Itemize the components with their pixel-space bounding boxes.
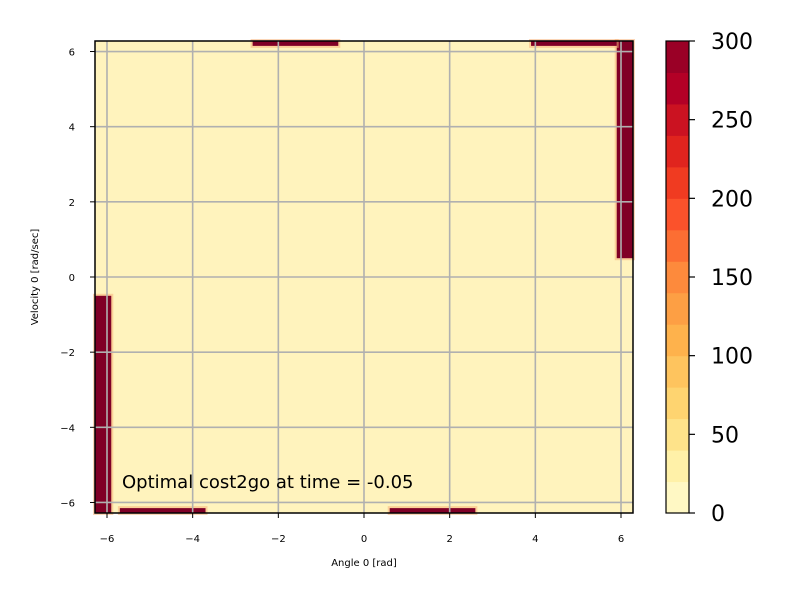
colorbar-band bbox=[666, 261, 689, 294]
colorbar-band bbox=[666, 229, 689, 262]
x-axis-label: Angle 0 [rad] bbox=[331, 558, 397, 569]
colorbar-band bbox=[666, 450, 689, 483]
cost-region bbox=[252, 41, 339, 46]
x-axis-ticks: −6 −4 −2 0 2 4 6 bbox=[100, 513, 624, 545]
x-tick-label: 6 bbox=[618, 534, 624, 545]
colorbar-band bbox=[666, 355, 689, 388]
colorbar-bands bbox=[666, 41, 689, 514]
y-axis-ticks: −6 −4 −2 0 2 4 6 bbox=[60, 48, 95, 509]
colorbar-tick-label: 200 bbox=[711, 187, 753, 212]
y-tick-label: −2 bbox=[60, 348, 75, 359]
colorbar-band bbox=[666, 72, 689, 105]
y-tick-label: 4 bbox=[69, 123, 75, 134]
cost-region bbox=[531, 41, 617, 46]
colorbar-tick-label: 300 bbox=[711, 30, 753, 55]
colorbar-band bbox=[666, 166, 689, 199]
colorbar-tick-label: 0 bbox=[711, 502, 725, 527]
y-tick-label: 6 bbox=[69, 48, 75, 59]
colorbar-band bbox=[666, 135, 689, 168]
colorbar-tick-label: 100 bbox=[711, 345, 753, 370]
colorbar-tick-label: 50 bbox=[711, 423, 739, 448]
y-tick-label: 0 bbox=[69, 273, 75, 284]
cost-region bbox=[389, 508, 476, 513]
cost-region bbox=[95, 449, 107, 513]
time-annotation: Optimal cost2go at time = -0.05 bbox=[122, 472, 413, 493]
colorbar-band bbox=[666, 324, 689, 357]
cost-region bbox=[119, 508, 206, 513]
colorbar-band bbox=[666, 198, 689, 231]
y-tick-label: 2 bbox=[69, 198, 75, 209]
cost-region bbox=[621, 41, 633, 105]
colorbar-band bbox=[666, 41, 689, 73]
y-tick-label: −6 bbox=[60, 498, 75, 509]
x-tick-label: −6 bbox=[100, 534, 115, 545]
colorbar-band bbox=[666, 292, 689, 325]
colorbar-ticks: 0 50 100 150 200 250 300 bbox=[689, 30, 753, 527]
colorbar-tick-label: 250 bbox=[711, 109, 753, 134]
y-tick-label: −4 bbox=[60, 423, 75, 434]
x-tick-label: 0 bbox=[361, 534, 367, 545]
colorbar-band bbox=[666, 481, 689, 514]
x-tick-label: −4 bbox=[185, 534, 200, 545]
colorbar-band bbox=[666, 387, 689, 420]
x-tick-label: −2 bbox=[271, 534, 286, 545]
colorbar-band bbox=[666, 418, 689, 451]
colorbar-tick-label: 150 bbox=[711, 266, 753, 291]
y-axis-label: Velocity 0 [rad/sec] bbox=[30, 229, 41, 326]
colorbar: 0 50 100 150 200 250 300 bbox=[665, 30, 753, 527]
x-tick-label: 4 bbox=[532, 534, 538, 545]
x-tick-label: 2 bbox=[446, 534, 452, 545]
plot-area: −6 −4 −2 0 2 4 6 −6 −4 −2 0 2 4 6 Optimal cost2go at… bbox=[60, 39, 635, 545]
grid-lines bbox=[95, 41, 633, 513]
colorbar-band bbox=[666, 103, 689, 136]
